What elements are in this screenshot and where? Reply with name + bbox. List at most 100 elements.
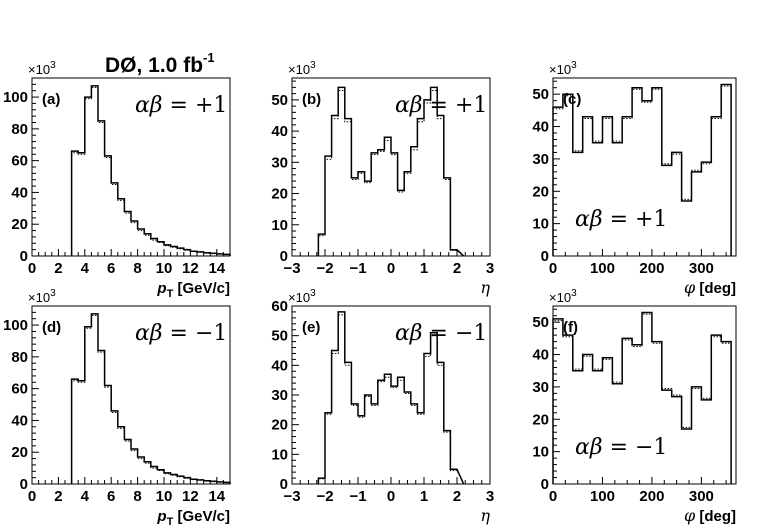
x-tick-label: 14 [208, 260, 225, 277]
data-histogram [317, 86, 465, 257]
x-tick-label: 200 [639, 488, 664, 505]
y-tick-label: 50 [271, 92, 288, 109]
y-tick-label: 20 [271, 186, 288, 203]
x-tick-label: −2 [316, 488, 333, 505]
x-tick-label: 0 [28, 260, 36, 277]
y-tick-label: 40 [11, 184, 28, 201]
x-tick-label: −3 [283, 260, 300, 277]
parity-annotation: αβ = +1 [135, 93, 227, 118]
y-multiplier: ×103 [549, 288, 577, 305]
x-axis-title: φ [deg] [684, 506, 736, 525]
parity-annotation: αβ = −1 [135, 321, 227, 346]
y-tick-label: 60 [11, 153, 28, 170]
y-multiplier: ×103 [288, 288, 316, 305]
y-multiplier: ×103 [288, 60, 316, 77]
panel-label: (a) [42, 91, 60, 108]
x-tick-label: 100 [590, 260, 615, 277]
x-axis-title: η [480, 506, 490, 525]
parity-annotation: αβ = −1 [575, 435, 667, 460]
data-histogram [552, 311, 732, 484]
x-tick-label: 12 [182, 488, 199, 505]
y-tick-label: 20 [11, 216, 28, 233]
x-tick-label: −2 [316, 260, 333, 277]
panel-f: 0 100 200 300 0 10 20 30 40 50×103 (f) αβ = −1 φ [de… [532, 288, 737, 525]
y-tick-label: 80 [11, 349, 28, 366]
y-tick-label: 50 [532, 314, 549, 331]
y-tick-label: 30 [271, 154, 288, 171]
x-tick-label: 100 [590, 488, 615, 505]
panel-label: (d) [42, 319, 61, 336]
y-tick-label: 20 [532, 183, 549, 200]
y-tick-label: 80 [11, 121, 28, 138]
y-tick-label: 60 [271, 298, 288, 315]
y-tick-label: 20 [271, 417, 288, 434]
y-tick-label: 50 [271, 328, 288, 345]
y-tick-label: 0 [541, 248, 549, 265]
y-tick-label: 30 [532, 379, 549, 396]
x-tick-label: −1 [349, 260, 366, 277]
y-tick-label: 100 [3, 89, 28, 106]
fit-histogram [317, 90, 464, 257]
x-tick-label: 3 [486, 260, 494, 277]
panel-label: (c) [563, 91, 581, 108]
x-tick-label: 10 [156, 488, 173, 505]
x-tick-label: 8 [133, 488, 141, 505]
x-tick-label: 300 [689, 488, 714, 505]
x-tick-label: 6 [107, 488, 115, 505]
panel-label: (e) [302, 319, 320, 336]
x-tick-label: 0 [28, 488, 36, 505]
x-tick-label: 3 [486, 488, 494, 505]
x-tick-label: 1 [420, 488, 428, 505]
x-axis-title: pT [GeV/c] [156, 280, 230, 300]
x-axis-title: φ [deg] [684, 278, 736, 297]
y-tick-label: 60 [11, 381, 28, 398]
y-multiplier: ×103 [28, 60, 56, 77]
parity-annotation: αβ = +1 [575, 207, 667, 232]
data-histogram [317, 311, 465, 485]
x-tick-label: 1 [420, 260, 428, 277]
parity-annotation: αβ = +1 [395, 93, 487, 118]
y-tick-label: 20 [532, 411, 549, 428]
y-tick-label: 100 [3, 317, 28, 334]
data-histogram [552, 83, 732, 256]
x-tick-label: 0 [549, 488, 557, 505]
y-tick-label: 10 [532, 216, 549, 233]
y-tick-label: 30 [271, 387, 288, 404]
x-tick-label: 0 [387, 488, 395, 505]
x-tick-label: 14 [208, 488, 225, 505]
x-tick-label: 6 [107, 260, 115, 277]
x-tick-label: 2 [453, 488, 461, 505]
y-tick-label: 10 [271, 446, 288, 463]
y-tick-label: 40 [271, 357, 288, 374]
y-tick-label: 40 [532, 119, 549, 136]
x-tick-label: 2 [453, 260, 461, 277]
x-tick-label: 0 [387, 260, 395, 277]
y-tick-label: 0 [541, 476, 549, 493]
y-tick-label: 30 [532, 151, 549, 168]
y-multiplier: ×103 [549, 60, 577, 77]
parity-annotation: αβ = −1 [395, 321, 487, 346]
y-tick-label: 40 [271, 123, 288, 140]
panel-c: 0 100 200 300 0 10 20 30 40 50×103 (c) αβ = +1 φ [de… [532, 60, 737, 297]
figure-title: DØ, 1.0 fb-1 [105, 50, 215, 77]
data-histogram [70, 313, 231, 484]
x-tick-label: 300 [689, 260, 714, 277]
x-tick-label: 200 [639, 260, 664, 277]
y-tick-label: 10 [532, 444, 549, 461]
y-tick-label: 20 [11, 444, 28, 461]
y-multiplier: ×103 [28, 288, 56, 305]
x-tick-label: 0 [549, 260, 557, 277]
panel-label: (f) [563, 319, 578, 336]
y-tick-label: 0 [280, 248, 288, 265]
x-tick-label: 2 [54, 260, 62, 277]
panel-label: (b) [302, 91, 321, 108]
panel-a: 0 2 4 6 8 10 12 14 0 20 40 60 80 100×103 (a) αβ = +1 pT … [3, 60, 231, 300]
y-tick-label: 0 [20, 476, 28, 493]
y-tick-label: 0 [280, 476, 288, 493]
fit-histogram [317, 314, 465, 485]
x-tick-label: 8 [133, 260, 141, 277]
x-axis-title: η [480, 278, 490, 297]
